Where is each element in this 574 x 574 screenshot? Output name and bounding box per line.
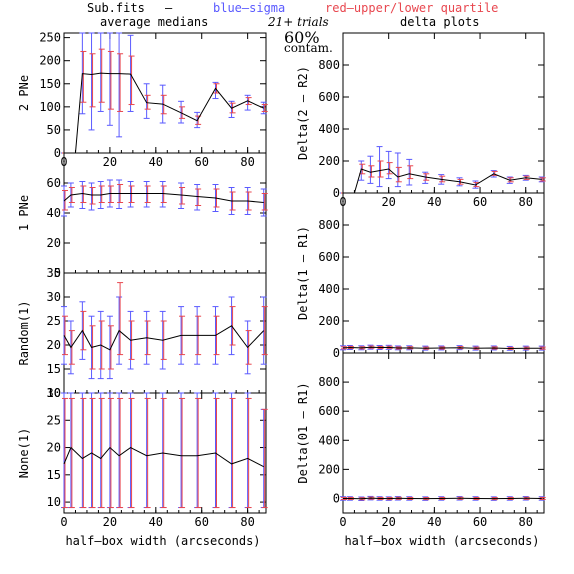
median-line — [343, 168, 542, 194]
y-tick-label: 250 — [39, 31, 61, 45]
median-line — [343, 497, 542, 500]
y-tick-label: 30 — [47, 290, 61, 304]
x-tick-label: 80 — [519, 515, 533, 529]
plot-frame — [63, 272, 267, 394]
x-tick-label: 80 — [519, 195, 533, 209]
y-axis-label: Delta(2 – R2) — [296, 66, 310, 160]
y-tick-label: 600 — [318, 250, 340, 264]
x-tick-label: 80 — [240, 515, 254, 529]
y-tick-label: 200 — [318, 314, 340, 328]
y-tick-label: 20 — [47, 236, 61, 250]
y-tick-label: 0 — [333, 186, 340, 200]
median-line — [63, 325, 265, 351]
y-tick-label: 35 — [47, 266, 61, 280]
contam-percent: 60% — [284, 28, 320, 47]
median-line — [63, 192, 264, 203]
y-axis-label: 1 PNe — [17, 195, 31, 231]
left-title: average medians — [100, 15, 208, 29]
x-tick-label: 40 — [149, 515, 163, 529]
y-tick-label: 10 — [47, 495, 61, 509]
y-tick-label: 15 — [47, 468, 61, 482]
y-axis-label: Delta(01 – R1) — [296, 382, 310, 483]
y-tick-label: 0 — [333, 491, 340, 505]
y-tick-label: 800 — [318, 375, 340, 389]
header-dash: – — [165, 1, 173, 15]
y-tick-label: 600 — [318, 404, 340, 418]
plot-frame — [63, 32, 267, 154]
x-tick-label: 60 — [195, 155, 209, 169]
x-tick-label: 60 — [195, 515, 209, 529]
median-line — [63, 446, 264, 468]
y-tick-label: 800 — [318, 58, 340, 72]
x-tick-label: 0 — [60, 515, 67, 529]
median-line — [342, 346, 542, 350]
x-tick-label: 20 — [381, 515, 395, 529]
y-tick-label: 30 — [47, 386, 61, 400]
y-tick-label: 40 — [47, 206, 61, 220]
y-tick-label: 200 — [318, 462, 340, 476]
right-title: delta plots — [400, 15, 479, 29]
x-tick-label: 60 — [473, 195, 487, 209]
x-tick-label: 40 — [427, 515, 441, 529]
y-axis-label: 2 PNe — [17, 75, 31, 111]
y-tick-label: 20 — [47, 441, 61, 455]
y-tick-label: 200 — [39, 54, 61, 68]
y-tick-label: 25 — [47, 314, 61, 328]
x-tick-label: 20 — [381, 195, 395, 209]
plot-frame — [342, 352, 545, 514]
x-tick-label: 80 — [240, 155, 254, 169]
y-tick-label: 10 — [47, 386, 61, 400]
y-tick-label: 400 — [318, 433, 340, 447]
x-tick-label: 40 — [427, 195, 441, 209]
panel-6: 0 200 400 600 800 Delta(1 – R1) — [296, 192, 546, 360]
y-axis-label: Random(1) — [17, 300, 31, 365]
y-tick-label: 0 — [54, 146, 61, 160]
panel-4: 0 20 40 60 80 10 15 20 25 30 None(1) — [17, 386, 268, 529]
x-axis-label-left: half–box width (arcseconds) — [65, 534, 260, 548]
x-tick-label: 20 — [103, 155, 117, 169]
x-tick-label: 20 — [103, 515, 117, 529]
legend-sigma: blue–sigma — [213, 1, 285, 15]
x-tick-label: 40 — [149, 155, 163, 169]
y-tick-label: 150 — [39, 77, 61, 91]
y-tick-label: 800 — [318, 218, 340, 232]
x-tick-label: 60 — [473, 515, 487, 529]
y-tick-label: 600 — [318, 90, 340, 104]
plot-frame — [342, 32, 545, 194]
plot-frame — [342, 192, 545, 354]
file-name: Sub.fits — [87, 1, 145, 15]
panel-2: 0 20 40 60 1 PNe — [17, 152, 268, 280]
x-axis-label-right: half–box width (arcseconds) — [344, 534, 539, 548]
y-tick-label: 25 — [47, 413, 61, 427]
y-tick-label: 0 — [333, 346, 340, 360]
y-tick-label: 100 — [39, 100, 61, 114]
legend-quartile: red–upper/lower quartile — [325, 1, 498, 15]
median-line — [64, 72, 264, 154]
x-tick-label: 0 — [339, 515, 346, 529]
y-tick-label: 400 — [318, 282, 340, 296]
y-tick-label: 0 — [54, 266, 61, 280]
y-tick-label: 50 — [47, 123, 61, 137]
y-tick-label: 400 — [318, 122, 340, 136]
y-tick-label: 15 — [47, 362, 61, 376]
panel-3: 10 15 20 25 30 35 Random(1) — [17, 266, 268, 400]
y-tick-label: 60 — [47, 176, 61, 190]
contam-word: contam. — [284, 41, 333, 55]
y-tick-label: 20 — [47, 338, 61, 352]
trials-label: 21+ trials — [267, 15, 329, 29]
y-tick-label: 200 — [318, 154, 340, 168]
plot-frame — [63, 152, 267, 274]
y-axis-label: None(1) — [17, 428, 31, 479]
y-axis-label: Delta(1 – R1) — [296, 226, 310, 320]
